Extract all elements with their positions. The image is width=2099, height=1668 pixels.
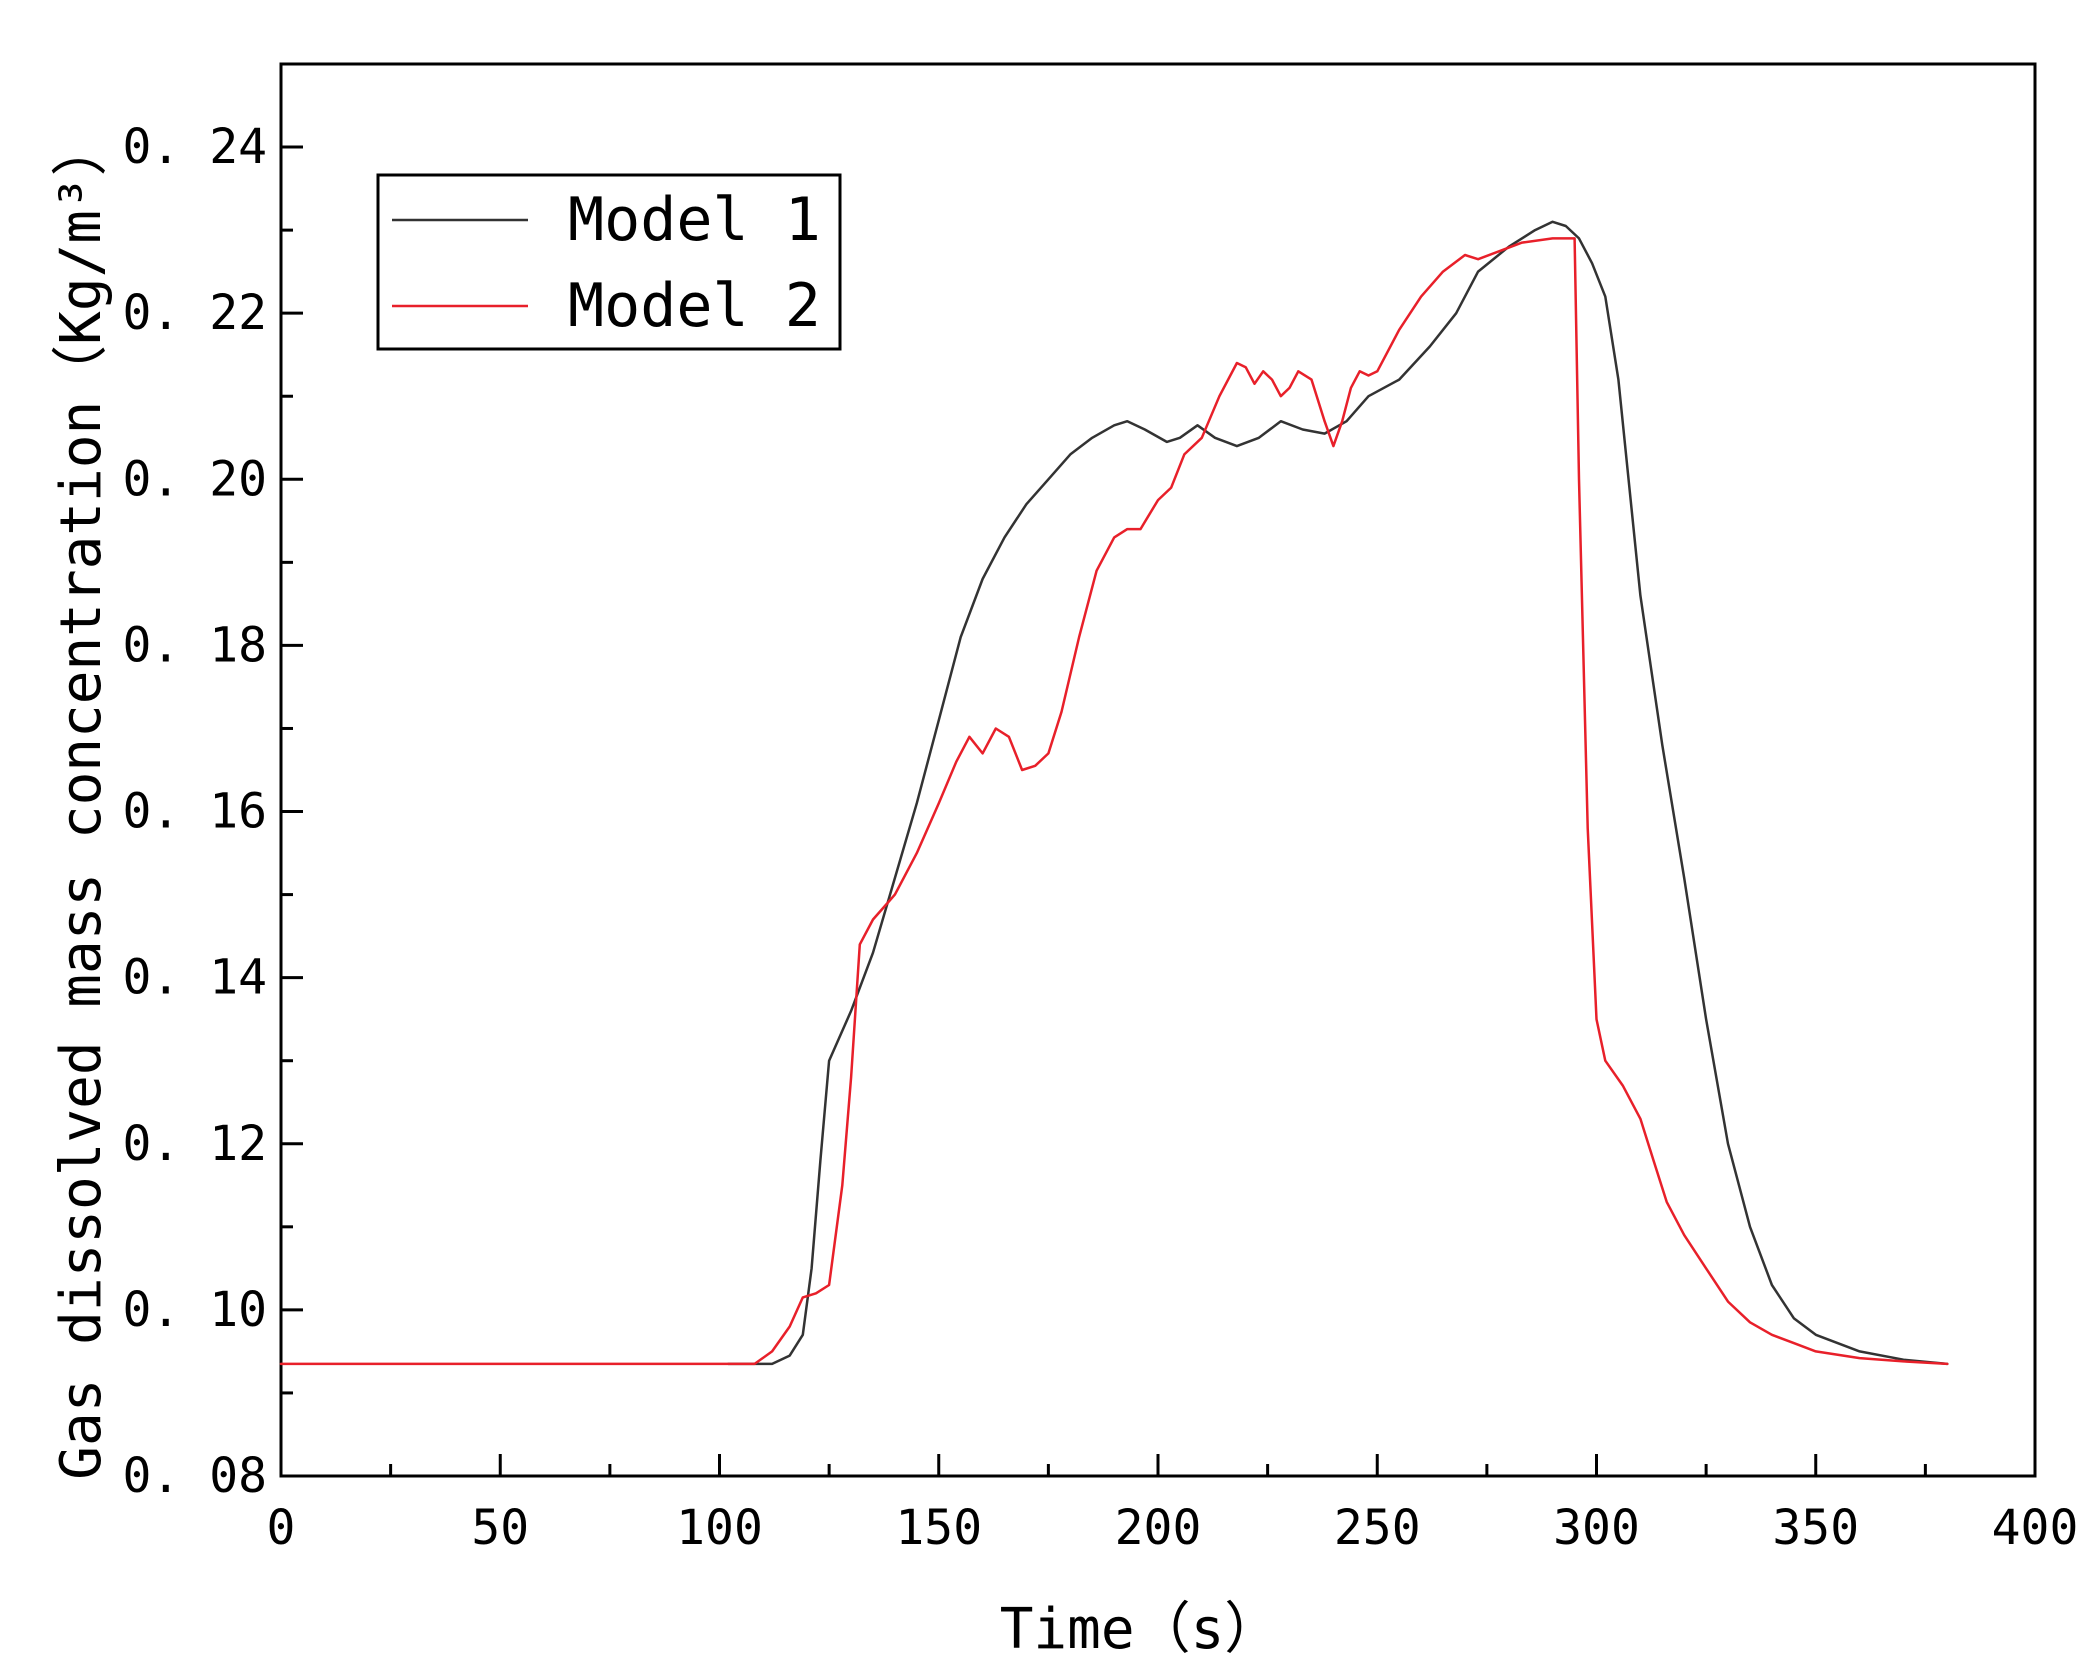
series-line-model-2 bbox=[279, 237, 1949, 1366]
y-tick-label: 0. 22 bbox=[123, 285, 268, 341]
series-line-model-1 bbox=[727, 220, 1949, 1366]
x-tick-label: 50 bbox=[471, 1500, 529, 1556]
y-tick-label: 0. 20 bbox=[123, 451, 268, 507]
x-tick-label: 400 bbox=[1992, 1500, 2079, 1556]
y-tick-label: 0. 14 bbox=[123, 950, 268, 1006]
legend-label-model-1: Model 1 bbox=[568, 185, 821, 255]
legend-box bbox=[376, 173, 842, 351]
y-tick-label: 0. 18 bbox=[123, 617, 268, 673]
x-tick-label: 250 bbox=[1334, 1500, 1421, 1556]
x-axis-title: Time（s） bbox=[1000, 1597, 1281, 1662]
y-tick-label: 0. 16 bbox=[123, 784, 268, 840]
x-tick-label: 200 bbox=[1115, 1500, 1202, 1556]
y-axis: 0. 08 0. 10 0. 12 0. 14 0. 16 0. 18 0. 20 0. 22… bbox=[123, 119, 303, 1504]
x-tick-label: 300 bbox=[1553, 1500, 1640, 1556]
x-axis: 0 50 100 150 200 250 300 350 400 bbox=[267, 1454, 2079, 1556]
y-axis-title: Gas dissolved mass concentration（Kg/m³） bbox=[49, 120, 114, 1479]
y-tick-label: 0. 08 bbox=[123, 1448, 268, 1504]
legend: Model 1 Model 2 bbox=[376, 173, 842, 351]
x-tick-label: 150 bbox=[895, 1500, 982, 1556]
legend-label-model-2: Model 2 bbox=[568, 271, 821, 341]
series-layer bbox=[279, 220, 1949, 1366]
x-tick-label: 0 bbox=[267, 1500, 296, 1556]
y-tick-label: 0. 10 bbox=[123, 1282, 268, 1338]
y-tick-label: 0. 24 bbox=[123, 119, 268, 175]
x-tick-label: 100 bbox=[676, 1500, 763, 1556]
y-tick-label: 0. 12 bbox=[123, 1116, 268, 1172]
x-tick-label: 350 bbox=[1772, 1500, 1859, 1556]
